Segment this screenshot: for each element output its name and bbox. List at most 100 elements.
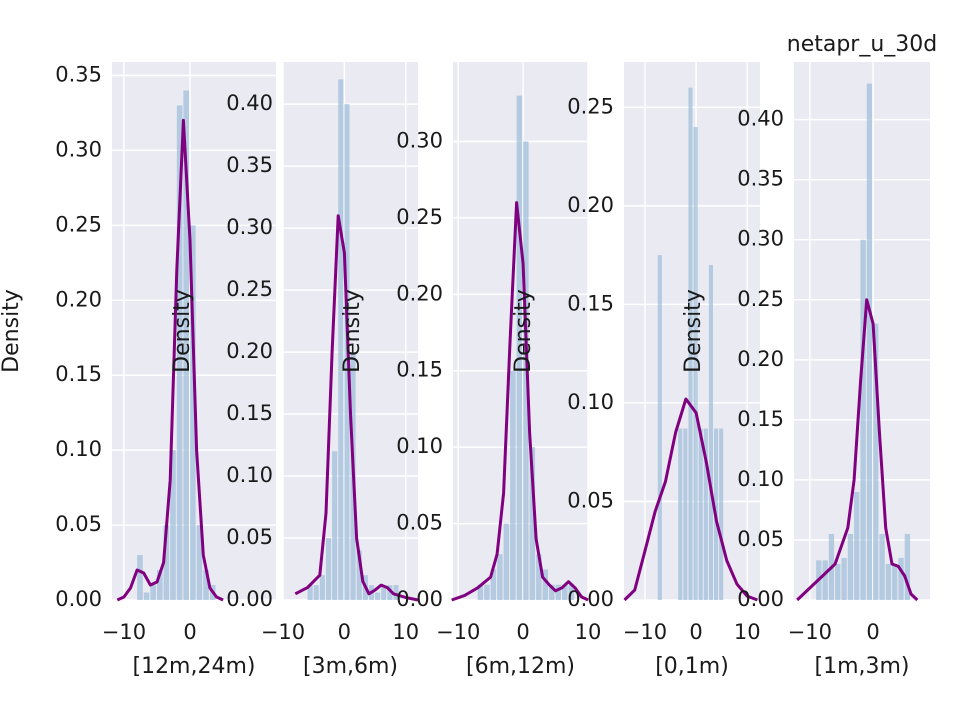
y-tick-label: 0.05	[567, 488, 614, 512]
y-tick-label: 0.20	[396, 281, 443, 305]
histogram-bar	[190, 225, 196, 600]
histogram-bar	[678, 428, 683, 600]
histogram-bar	[356, 550, 362, 600]
histogram-bar	[150, 585, 156, 600]
histogram-bar	[387, 585, 393, 600]
histogram-bar	[841, 557, 847, 600]
y-tick-label: 0.25	[567, 94, 614, 118]
y-tick-label: 0.20	[55, 287, 102, 311]
histogram-bar	[562, 584, 568, 600]
histogram-bar	[904, 533, 911, 600]
histogram-bar	[183, 90, 190, 600]
y-tick-label: 0.15	[226, 401, 273, 425]
y-axis-label: Density	[340, 289, 365, 373]
kde-line	[796, 298, 919, 602]
histogram-bar	[307, 585, 313, 600]
y-tick-label: 0.20	[567, 193, 614, 217]
histogram-bar	[497, 554, 503, 600]
y-tick-label: 0.35	[226, 153, 273, 177]
y-axis-label: Density	[511, 289, 536, 373]
histogram-bar	[892, 563, 898, 600]
x-tick-label: 10	[575, 620, 602, 644]
y-axis-label: Density	[0, 289, 24, 373]
y-tick-label: 0.15	[737, 407, 784, 431]
y-tick-label: 0.00	[396, 587, 443, 611]
y-tick-label: 0.05	[55, 512, 102, 536]
histogram-bar	[137, 555, 143, 600]
histogram-bar	[156, 570, 163, 600]
y-tick-label: 0.00	[226, 587, 273, 611]
y-tick-label: 0.05	[396, 511, 443, 535]
y-tick-label: 0.10	[55, 437, 102, 461]
x-tick-label: −10	[623, 620, 667, 644]
y-tick-label: 0.05	[226, 525, 273, 549]
x-axis-label: [12m,24m)	[132, 654, 255, 679]
histogram-bar	[542, 569, 549, 600]
histogram-bar	[719, 428, 724, 600]
y-tick-label: 0.15	[55, 362, 102, 386]
y-tick-label: 0.40	[737, 107, 784, 131]
histogram-bar	[516, 95, 523, 600]
histogram-bar	[847, 533, 854, 600]
y-tick-label: 0.10	[737, 467, 784, 491]
kde-line	[623, 397, 758, 602]
histogram-bar	[313, 585, 319, 600]
histogram-bar	[143, 592, 150, 600]
y-tick-label: 0.30	[226, 215, 273, 239]
x-tick-label: 0	[183, 620, 196, 644]
y-tick-label: 0.25	[55, 212, 102, 236]
histogram-bar	[510, 370, 516, 600]
histogram-bar	[381, 585, 387, 600]
histogram-bar	[490, 569, 497, 600]
histogram-bar	[873, 323, 879, 600]
histogram-bar	[319, 575, 325, 600]
y-tick-label: 0.20	[737, 347, 784, 371]
y-tick-label: 0.25	[737, 287, 784, 311]
kde-line	[294, 214, 419, 602]
histogram-bar	[568, 584, 575, 600]
histogram-bar	[835, 563, 841, 600]
histogram-bar	[176, 105, 183, 601]
histogram-bar	[325, 538, 332, 600]
histogram-bar	[657, 255, 662, 600]
x-tick-label: 10	[392, 620, 419, 644]
x-tick-label: −10	[261, 620, 305, 644]
histogram-bar	[854, 491, 860, 600]
x-axis-label: [3m,6m)	[303, 654, 398, 679]
x-tick-label: 10	[734, 620, 761, 644]
x-axis-label: [1m,3m)	[814, 654, 909, 679]
y-tick-label: 0.35	[55, 62, 102, 86]
kde-line	[451, 201, 589, 602]
x-tick-label: −10	[788, 620, 832, 644]
histogram-bar	[860, 239, 866, 600]
y-axis-label: Density	[170, 289, 195, 373]
histogram-bar	[203, 570, 209, 600]
x-tick-label: −10	[102, 620, 146, 644]
histogram-bar	[898, 557, 904, 600]
histogram-bar	[484, 584, 490, 600]
histogram-bar	[338, 79, 344, 600]
x-tick-label: 0	[516, 620, 529, 644]
y-tick-label: 0.10	[226, 463, 273, 487]
x-axis-label: [6m,12m)	[466, 654, 575, 679]
histogram-bar	[555, 584, 562, 600]
histogram-bar	[163, 525, 170, 600]
chart-title: netapr_u_30d	[787, 32, 938, 57]
y-tick-label: 0.25	[396, 205, 443, 229]
histogram-bar	[393, 585, 399, 600]
x-tick-label: 0	[689, 620, 702, 644]
histogram-bar	[536, 554, 542, 600]
histogram-bar	[170, 450, 176, 600]
histogram-bar	[332, 451, 338, 600]
y-tick-label: 0.00	[737, 587, 784, 611]
histogram-bar	[549, 584, 555, 600]
histogram-bar	[529, 447, 536, 600]
y-tick-label: 0.30	[737, 227, 784, 251]
y-tick-label: 0.10	[567, 390, 614, 414]
x-tick-label: 0	[338, 620, 351, 644]
histogram-bar	[683, 428, 688, 600]
histogram-bar	[885, 563, 892, 600]
histogram-bar	[688, 87, 693, 601]
histogram-bar	[503, 523, 510, 600]
